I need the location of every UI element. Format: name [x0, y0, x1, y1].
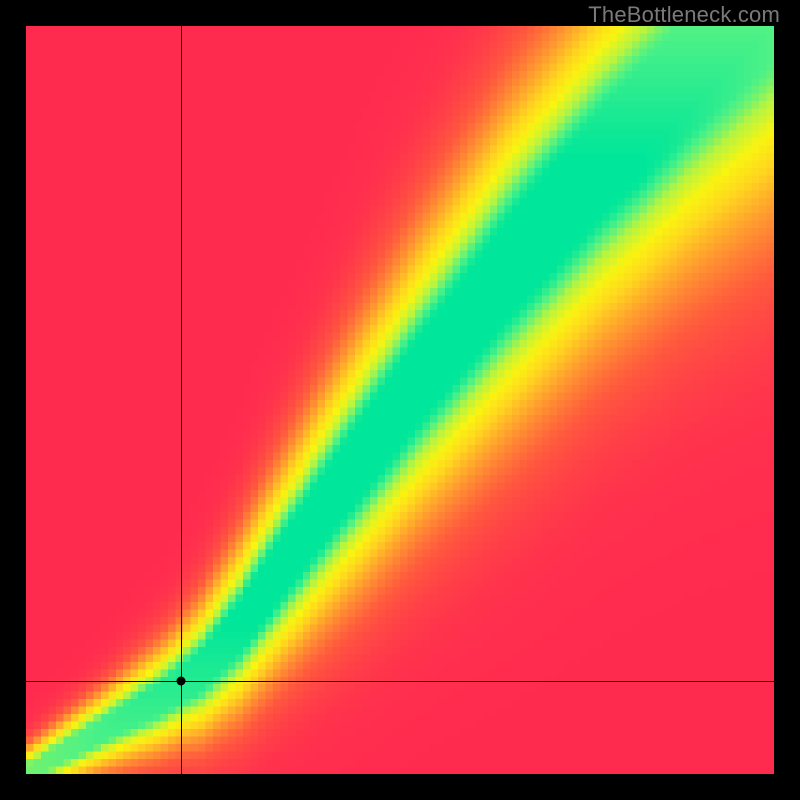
watermark-text: TheBottleneck.com	[588, 2, 780, 28]
crosshair-vertical	[181, 26, 182, 774]
crosshair-dot	[176, 676, 185, 685]
heatmap-canvas	[26, 26, 774, 774]
crosshair-horizontal	[26, 681, 774, 682]
heatmap-plot-area	[26, 26, 774, 774]
chart-frame: TheBottleneck.com	[0, 0, 800, 800]
